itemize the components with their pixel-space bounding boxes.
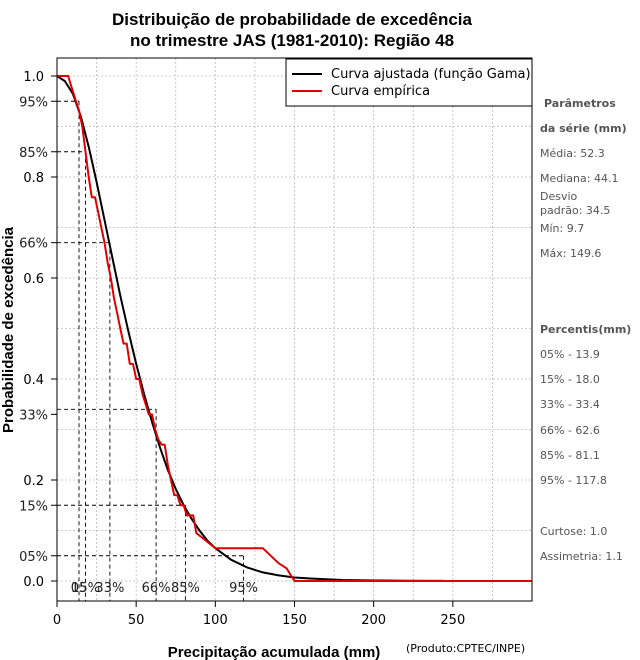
y-axis: 0.0 0.2 0.4 0.6 0.8 1.0 — [23, 70, 57, 590]
chart-title: Distribuição de probabilidade de excedên… — [112, 10, 472, 29]
y-percent-tick-label: 33% — [19, 408, 48, 423]
legend-label-fitted: Curva ajustada (função Gama) — [331, 67, 531, 82]
y-percent-tick-label: 15% — [19, 499, 48, 514]
x-tick-label: 250 — [440, 613, 465, 628]
legend-box — [285, 58, 533, 107]
pct-66: 66% - 62.6 — [540, 424, 600, 437]
legend: Curva ajustada (função Gama) Curva empír… — [285, 58, 533, 107]
stat-mean: Média: 52.3 — [540, 147, 605, 160]
x-percent-label: 05 — [71, 581, 88, 596]
x-tick-label: 0 — [53, 613, 61, 628]
x-percent-label: 85% — [171, 581, 200, 596]
series-lines — [56, 75, 532, 582]
stat-kurtosis: Curtose: 1.0 — [540, 525, 607, 538]
y-tick-label: 0.4 — [23, 373, 44, 388]
x-tick-label: 150 — [282, 613, 307, 628]
x-axis: 0 50 100 150 200 250 — [53, 601, 465, 628]
y-percent-tick-label: 66% — [19, 237, 48, 252]
y-tick-label: 1.0 — [23, 70, 44, 85]
stat-skewness: Assimetria: 1.1 — [540, 550, 623, 563]
legend-label-empirical: Curva empírica — [331, 84, 430, 99]
y-tick-label: 0.8 — [23, 171, 44, 186]
pct-15: 15% - 18.0 — [540, 373, 600, 386]
y-percent-tick-label: 85% — [19, 146, 48, 161]
y-tick-label: 0.0 — [23, 575, 44, 590]
stat-min: Mín: 9.7 — [540, 222, 584, 235]
pct-85: 85% - 81.1 — [540, 449, 600, 462]
empirical-curve — [57, 75, 532, 582]
x-axis-label: Precipitação acumulada (mm) — [168, 644, 381, 660]
pct-05: 05% - 13.9 — [540, 348, 600, 361]
pct-95: 95% - 117.8 — [540, 474, 607, 487]
x-percent-label: 95% — [229, 581, 258, 596]
x-tick-label: 200 — [361, 613, 386, 628]
stat-sd-1: Desvio — [540, 190, 578, 203]
product-credit: (Produto:CPTEC/INPE) — [406, 642, 525, 655]
stat-sd-2: padrão: 34.5 — [540, 204, 610, 217]
x-percent-label: 15% — [71, 581, 100, 596]
y-percent-axis: 95% 85% 66% 33% 15% 05% — [19, 95, 57, 565]
side-panel: Parâmetros da série (mm) Média: 52.3 Med… — [540, 97, 631, 563]
pct-33: 33% - 33.4 — [540, 398, 600, 411]
stat-max: Máx: 149.6 — [540, 247, 601, 260]
y-tick-label: 0.6 — [23, 272, 44, 287]
y-tick-label: 0.2 — [23, 474, 44, 489]
y-percent-tick-label: 95% — [19, 95, 48, 110]
percentiles-heading: Percentis(mm) — [540, 323, 631, 336]
stat-median: Mediana: 44.1 — [540, 172, 618, 185]
x-percent-label: 66% — [142, 581, 171, 596]
grid-lines — [57, 58, 532, 601]
y-percent-tick-label: 05% — [19, 550, 48, 565]
chart-subtitle: no trimestre JAS (1981-2010): Região 48 — [130, 31, 454, 50]
params-heading-2: da série (mm) — [540, 122, 627, 135]
y-axis-label: Probabilidade de excedência — [0, 226, 17, 433]
params-heading-1: Parâmetros — [544, 97, 616, 110]
x-tick-label: 50 — [128, 613, 145, 628]
x-tick-label: 100 — [203, 613, 228, 628]
fitted-gamma-curve — [56, 75, 445, 582]
percentile-guides — [57, 100, 244, 601]
x-percent-label: 33% — [95, 581, 124, 596]
